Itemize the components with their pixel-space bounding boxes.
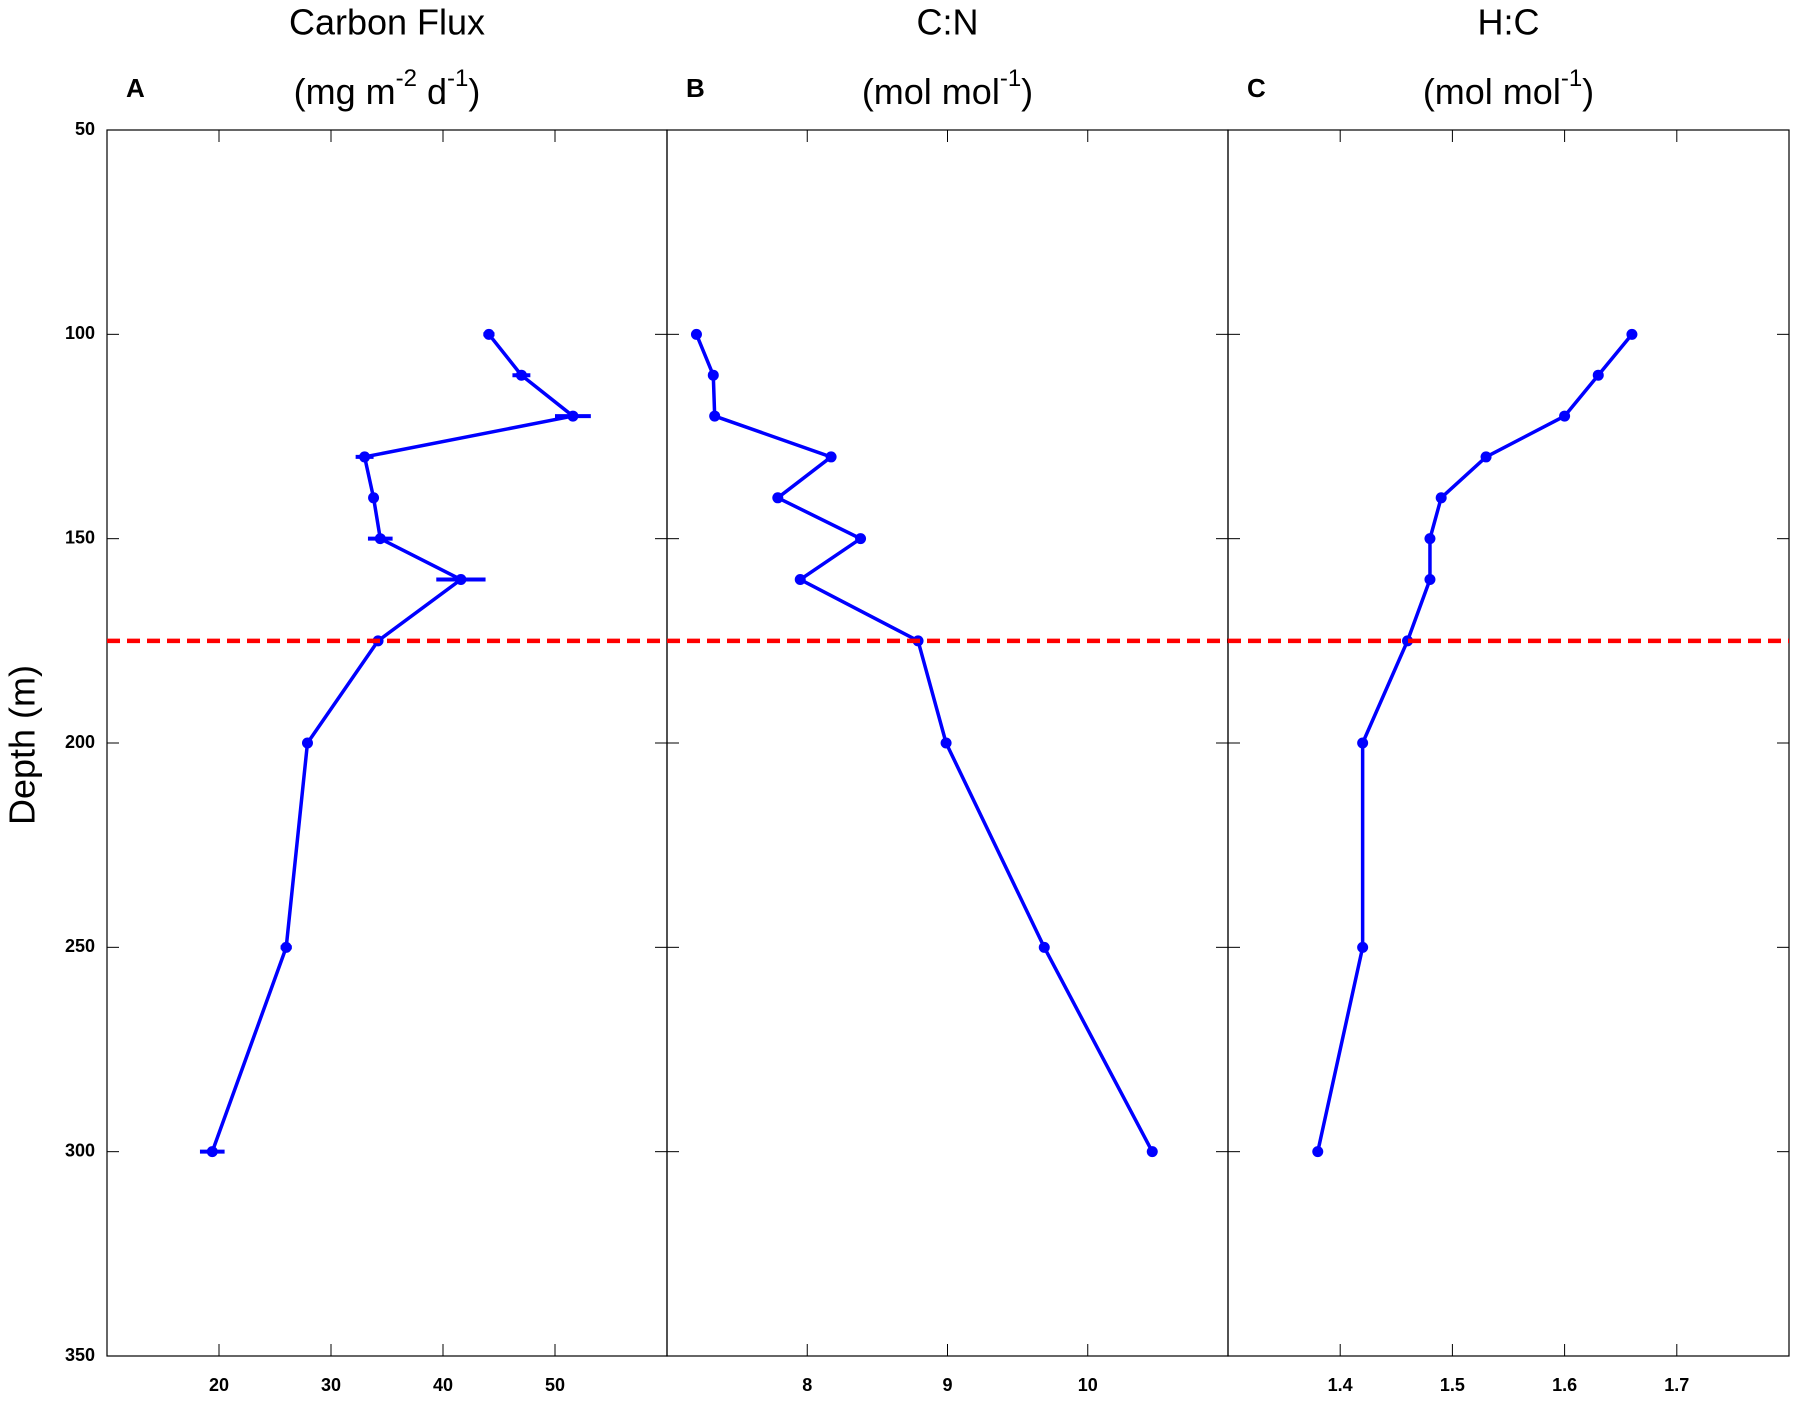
y-axis-label: Depth (m) [2,665,43,825]
unit-text: ) [1021,71,1033,112]
x-tick-label: 20 [209,1375,229,1395]
y-tick-label: 250 [65,936,95,956]
plot-area [1227,129,1790,1357]
panel-unit: (mg m-2 d-1) [294,65,481,111]
data-point [368,492,380,504]
plot-area [106,129,668,1357]
x-tick-label: 1.7 [1664,1375,1689,1395]
panel-unit: (mol mol-1) [862,65,1033,111]
data-point [709,410,721,422]
data-point [1357,941,1369,953]
y-tick-label: 200 [65,732,95,752]
data-point [690,328,702,340]
unit-superscript: -1 [1561,65,1582,92]
data-point [1038,941,1050,953]
y-tick-label: 350 [65,1345,95,1365]
x-tick-label: 40 [433,1375,453,1395]
data-point [1559,410,1571,422]
panel-letter: C [1247,73,1266,103]
data-point [1424,533,1436,545]
x-tick-label: 1.6 [1552,1375,1577,1395]
data-line [210,333,577,1153]
data-point [359,451,371,463]
data-point [1435,492,1447,504]
unit-superscript: -2 [396,65,417,92]
unit-text: ) [1582,71,1594,112]
unit-text: ) [468,71,480,112]
y-tick-label: 300 [65,1140,95,1160]
x-tick-label: 10 [1078,1375,1098,1395]
data-point [855,533,867,545]
panel-unit: (mol mol-1) [1423,65,1594,111]
x-tick-label: 1.5 [1440,1375,1465,1395]
panel-title: Carbon Flux [289,2,485,43]
data-point [515,369,527,381]
panel-title: C:N [917,2,979,43]
unit-text: (mol mol [1423,71,1561,112]
y-tick-label: 50 [75,119,95,139]
unit-text: (mol mol [862,71,1000,112]
y-tick-label: 100 [65,323,95,343]
unit-text: d [417,71,447,112]
data-point [772,492,784,504]
data-point [280,941,292,953]
unit-text: (mg m [294,71,396,112]
data-point [483,328,495,340]
x-tick-label: 50 [545,1375,565,1395]
data-point [567,410,579,422]
data-point [825,451,837,463]
unit-superscript: -1 [447,65,468,92]
data-point [794,574,806,586]
x-tick-label: 9 [942,1375,952,1395]
data-line [694,333,1154,1153]
data-point [455,574,467,586]
data-point [1480,451,1492,463]
x-tick-label: 30 [321,1375,341,1395]
data-point [707,369,719,381]
data-point [1592,369,1604,381]
data-point [1357,737,1369,749]
data-point [374,533,386,545]
data-point [301,737,313,749]
panel-letter: A [126,73,145,103]
x-tick-label: 8 [802,1375,812,1395]
panel-title: H:C [1478,2,1540,43]
data-point [1424,574,1436,586]
unit-superscript: -1 [1000,65,1021,92]
data-point [1312,1146,1324,1158]
data-point [1402,635,1414,647]
data-point [940,737,952,749]
y-tick-label: 150 [65,527,95,547]
panel-letter: B [686,73,705,103]
data-point [1146,1146,1158,1158]
data-point [206,1146,218,1158]
data-point [1626,328,1638,340]
x-tick-label: 1.4 [1328,1375,1353,1395]
